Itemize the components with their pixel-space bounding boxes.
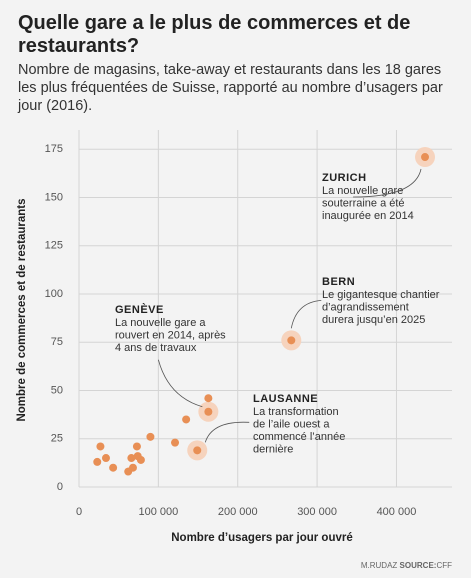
source: CFF	[436, 561, 452, 570]
annotation-text: d’agrandissement	[322, 301, 409, 313]
point	[204, 407, 213, 416]
annotation-text: durera jusqu’en 2025	[322, 314, 425, 326]
y-tick-label: 25	[51, 433, 63, 445]
chart-subtitle: Nombre de magasins, take-away et restaur…	[18, 62, 443, 114]
annotation-text: La transformation	[253, 406, 339, 418]
annotation-text: rouvert en 2014, après	[115, 329, 226, 341]
annotation-title: GENÈVE	[115, 303, 164, 316]
annotation-text: inaugurée en 2014	[322, 210, 414, 222]
annotation-text: Le gigantesque chantier	[322, 289, 440, 301]
point	[182, 415, 191, 424]
annotation-text: de l’aile ouest a	[253, 418, 330, 430]
point	[124, 467, 133, 476]
credit: M.RUDAZ SOURCE:CFF	[361, 561, 452, 570]
y-tick-label: 125	[45, 240, 63, 252]
y-tick-label: 100	[45, 288, 63, 300]
point	[287, 336, 296, 345]
y-tick-label: 0	[57, 481, 63, 493]
annotation-title: BERN	[322, 276, 355, 288]
y-tick-label: 150	[45, 191, 63, 203]
source-label: SOURCE:	[400, 561, 437, 570]
y-axis-label: Nombre de commerces et de restaurants	[16, 198, 28, 421]
annotation-arrow	[204, 421, 250, 443]
annotation-title: ZURICH	[322, 172, 367, 184]
annotation-arrow	[353, 168, 422, 198]
annotation-text: commencé l’année	[253, 431, 345, 443]
annotation-text: La nouvelle gare a	[115, 317, 206, 329]
x-tick-label: 400 000	[377, 506, 417, 518]
x-tick-label: 300 000	[297, 506, 337, 518]
annotation-title: LAUSANNE	[253, 393, 318, 405]
point	[109, 463, 118, 472]
chart-title: Quelle gare a le plus de commerces et de…	[18, 12, 411, 57]
point	[96, 442, 105, 451]
x-axis-label: Nombre d’usagers par jour ouvré	[171, 532, 353, 544]
point	[133, 452, 142, 461]
point	[193, 446, 202, 455]
x-tick-label: 100 000	[138, 506, 178, 518]
y-tick-label: 50	[51, 384, 63, 396]
annotation-text: souterraine a été	[322, 197, 405, 209]
credit-author: M.RUDAZ	[361, 561, 398, 570]
point	[171, 438, 180, 447]
point	[93, 457, 102, 466]
annotation-arrow	[290, 299, 322, 329]
annotation-text: dernière	[253, 443, 293, 455]
y-tick-label: 75	[51, 336, 63, 348]
point	[127, 454, 136, 463]
point	[101, 454, 110, 463]
annotation-text: La nouvelle gare	[322, 185, 403, 197]
annotation-arrow	[157, 359, 203, 408]
annotation-text: 4 ans de travaux	[115, 342, 197, 354]
x-tick-label: 200 000	[218, 506, 258, 518]
point	[146, 432, 155, 441]
point	[132, 442, 141, 451]
x-tick-label: 0	[76, 506, 82, 518]
point	[204, 394, 213, 403]
point	[421, 153, 430, 162]
y-tick-label: 175	[45, 143, 63, 155]
